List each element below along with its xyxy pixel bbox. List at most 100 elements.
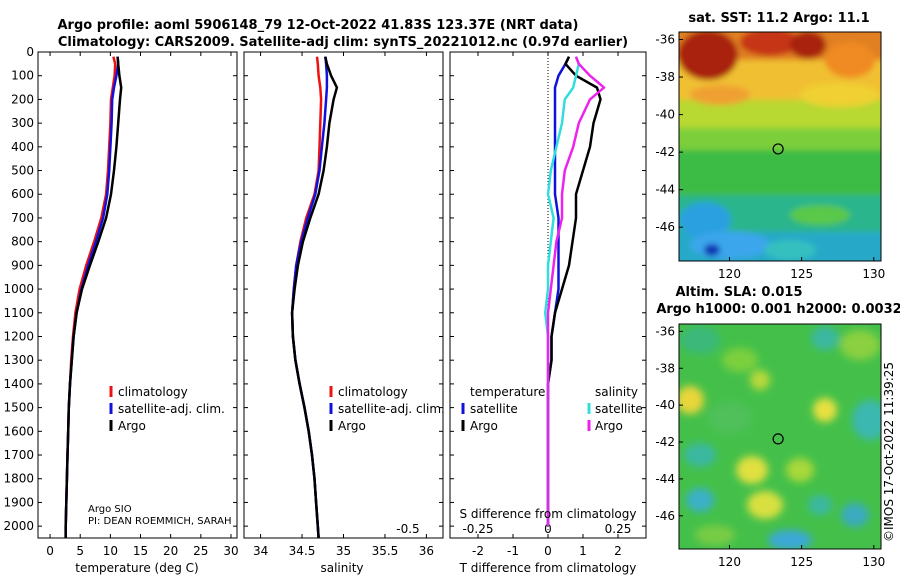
x-tick-label: 34.5 [289, 544, 316, 558]
legend-climatology: climatology [118, 385, 188, 399]
depth-tick-label: 100 [11, 69, 34, 83]
legend-argo: Argo [338, 419, 366, 433]
map-x-tick-label: 120 [718, 267, 741, 281]
x-tick-label: 25 [193, 544, 208, 558]
map-y-tick-label: -44 [655, 183, 675, 197]
depth-tick-label: 700 [11, 211, 34, 225]
profile-line-climatology [290, 56, 323, 539]
legend-satellite: satellite-adj. clim. [118, 402, 225, 416]
argo-institution-note: Argo SIO [88, 504, 132, 515]
profile-line-satellite-adj--clim- [290, 56, 329, 539]
sst-argo-location-marker [772, 143, 784, 155]
x2-tick-label: -0.25 [462, 522, 493, 536]
map-y-tick-label: -38 [655, 361, 675, 375]
x2-tick-label: 0.25 [605, 522, 632, 536]
difference-legend: temperature satellite Argo salinity sate… [461, 385, 643, 433]
x-tick-label: 10 [103, 544, 118, 558]
difference-xlabel: T difference from climatology [459, 561, 637, 575]
difference-line-salinity-Argo [546, 56, 606, 527]
x2-tick-label: 0 [544, 522, 552, 536]
x-tick-label: 15 [133, 544, 148, 558]
salinity-difference-xlabel: S difference from climatology [460, 507, 637, 521]
map-x-tick-label: 130 [862, 555, 885, 569]
map-x-tick-label: 120 [718, 555, 741, 569]
salinity-profiles [290, 56, 339, 539]
depth-tick-label: 1800 [3, 472, 34, 486]
sst-map: sat. SST: 11.2 Argo: 11.1 [655, 11, 885, 281]
x-tick-label: 36 [419, 544, 434, 558]
sla-argo-location-marker [772, 433, 784, 445]
profile-line-argo [290, 56, 339, 539]
figure-title-line1: Argo profile: aoml 5906148_79 12-Oct-202… [58, 18, 579, 33]
legend-argo: Argo [118, 419, 146, 433]
profile-line-argo [64, 56, 123, 538]
sla-map-frame [678, 323, 882, 550]
legend-temp-satellite: satellite [470, 402, 518, 416]
sst-map-frame [678, 31, 882, 262]
depth-tick-label: 400 [11, 140, 34, 154]
map-y-tick-label: -46 [655, 509, 675, 523]
x-tick-label: 2 [614, 544, 622, 558]
map-y-tick-label: -36 [655, 324, 675, 338]
depth-tick-label: 1000 [3, 282, 34, 296]
legend-temperature-title: temperature [470, 385, 545, 399]
difference-profiles [543, 56, 606, 527]
map-y-tick-label: -36 [655, 33, 675, 47]
difference-xticks: -2 -1 0 1 2 [450, 51, 646, 558]
x-tick-label: -1 [507, 544, 519, 558]
x-tick-label: 35 [336, 544, 351, 558]
depth-tick-label: 1300 [3, 353, 34, 367]
sla-heatmap [679, 324, 881, 549]
salinity-legend: climatology satellite-adj. clim. Argo [329, 385, 445, 433]
depth-tick-label: 500 [11, 164, 34, 178]
depth-tick-label: 1900 [3, 495, 34, 509]
map-y-tick-label: -40 [655, 398, 675, 412]
argo-pi-note: PI: DEAN ROEMMICH, SARAH [88, 516, 232, 527]
temperature-legend: climatology satellite-adj. clim. Argo [109, 385, 225, 433]
map-y-tick-label: -44 [655, 472, 675, 486]
salinity-panel: 34 34.5 35 35.5 36 salinity climatology sate… [243, 51, 445, 575]
map-y-tick-label: -40 [655, 108, 675, 122]
salinity-xlabel: salinity [320, 561, 363, 575]
depth-tick-label: 1100 [3, 306, 34, 320]
x-tick-label: 0 [544, 544, 552, 558]
x-tick-label: 5 [76, 544, 84, 558]
map-x-tick-label: 125 [790, 555, 813, 569]
map-x-tick-label: 125 [790, 267, 813, 281]
figure-title-line2: Climatology: CARS2009. Satellite-adj cli… [58, 35, 628, 50]
temperature-panel: 0 5 10 15 20 25 30 temperature (deg C) climato… [37, 51, 239, 575]
depth-tick-label: 200 [11, 92, 34, 106]
imos-credit: ©IMOS 17-Oct-2022 11:39:25 [882, 362, 896, 542]
sla-map: Altim. SLA: 0.015 Argo h1000: 0.001 h200… [655, 285, 900, 569]
sla-map-ticks: 120 125 130 -36 -38 -40 -42 -44 -46 [655, 324, 885, 569]
depth-tick-label: 600 [11, 187, 34, 201]
depth-tick-label: 1600 [3, 424, 34, 438]
x-tick-label: -2 [472, 544, 484, 558]
depth-tick-label: 300 [11, 116, 34, 130]
map-y-tick-label: -42 [655, 435, 675, 449]
legend-sal-satellite: satellite [595, 402, 643, 416]
x-tick-label: 1 [579, 544, 587, 558]
legend-temp-argo: Argo [470, 419, 498, 433]
legend-salinity-title: salinity [595, 385, 638, 399]
x-tick-label: 0 [46, 544, 54, 558]
temperature-xticks: 0 5 10 15 20 25 30 [38, 51, 239, 558]
sla-map-title-line1: Altim. SLA: 0.015 [676, 285, 803, 300]
legend-satellite: satellite-adj. clim. [338, 402, 445, 416]
sst-map-ticks: 120 125 130 -36 -38 -40 -42 -44 -46 [655, 33, 885, 281]
depth-tick-label: 1400 [3, 377, 34, 391]
temperature-panel-frame [37, 51, 238, 539]
profile-line-climatology [64, 56, 117, 538]
temperature-xlabel: temperature (deg C) [75, 561, 198, 575]
salinity-panel-frame [243, 51, 444, 539]
depth-tick-label: 800 [11, 235, 34, 249]
map-y-tick-label: -46 [655, 220, 675, 234]
depth-axis-labels: 0 100 200 300 400 500 600 700 800 900 1000 1100 1200… [3, 45, 34, 533]
legend-sal-argo: Argo [595, 419, 623, 433]
map-x-tick-label: 130 [862, 267, 885, 281]
sst-heatmap [679, 32, 881, 261]
x-tick-label: 20 [163, 544, 178, 558]
depth-tick-label: 1700 [3, 448, 34, 462]
x-tick-label: 34 [253, 544, 268, 558]
